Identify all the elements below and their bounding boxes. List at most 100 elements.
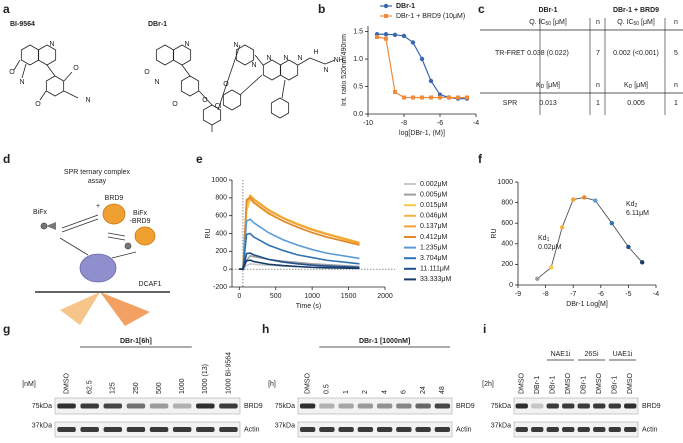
blot-frame: [54, 421, 241, 438]
data-point: [535, 276, 540, 282]
data-point: [559, 225, 565, 230]
bond: [181, 64, 191, 77]
lane-label: 250: [133, 382, 140, 394]
band: [531, 427, 544, 432]
y-tick-label: 200: [215, 248, 227, 255]
data-point: [419, 56, 425, 62]
atom-label: N: [323, 67, 328, 74]
y-tick-label: 0: [223, 266, 227, 273]
legend-label: 0.137μM: [420, 223, 448, 230]
group-label: UAE1i: [613, 351, 633, 358]
band: [172, 427, 192, 432]
bond: [324, 59, 336, 65]
structure-name: DBr-1: [148, 21, 167, 28]
table-header: n: [674, 19, 678, 26]
band: [57, 427, 76, 432]
y-tick-label: 800: [501, 199, 513, 206]
band: [577, 427, 590, 432]
data-point: [410, 40, 416, 45]
bond: [309, 57, 326, 65]
data-point: [375, 35, 379, 39]
header-part: n: [674, 19, 678, 26]
data-point: [447, 95, 451, 100]
atom-label: O: [223, 81, 229, 88]
diagram-title: SPR ternary complex: [64, 169, 131, 176]
lane-label: 62.5: [87, 380, 94, 394]
band: [103, 427, 123, 432]
band: [338, 403, 354, 409]
data-point: [626, 244, 631, 250]
protein-label: BRD9: [642, 403, 661, 410]
y-tick-label: 1.0: [353, 56, 363, 63]
band: [515, 403, 528, 409]
diagram-label: BiFx: [33, 209, 48, 216]
bond: [297, 57, 311, 66]
legend-label: 11.111μM: [420, 266, 450, 273]
atom-label: O: [202, 97, 208, 104]
table-group: DBr-1 + BRD9: [613, 7, 659, 14]
band: [172, 403, 192, 409]
table-header: n: [596, 19, 600, 26]
lane-label: DMSO: [519, 372, 526, 394]
data-point: [429, 95, 433, 100]
lane-label: 0.5: [324, 384, 331, 394]
header-part: n: [596, 82, 600, 89]
bond: [198, 90, 213, 106]
panel-label: g: [3, 322, 10, 336]
lane-label: 1000: [179, 378, 186, 394]
x-tick-label: 500: [270, 293, 282, 300]
ring: [235, 44, 255, 66]
data-point: [582, 195, 587, 200]
annotation-sub: 2: [635, 203, 638, 209]
atom-label: O: [9, 69, 15, 76]
blot-header: DBr-1 [1000nM]: [359, 338, 410, 345]
lane-label: DBr-1: [581, 376, 588, 394]
band: [577, 403, 590, 409]
atom-label: N: [266, 55, 271, 62]
annotation-sub: 1: [547, 237, 550, 243]
panel-label: f: [478, 152, 483, 166]
lane-label: DMSO: [304, 372, 311, 394]
band: [126, 427, 146, 432]
blot-frame: [513, 421, 639, 438]
x-tick-label: -8: [401, 120, 407, 127]
table-header: Q. IC50 [μM]: [529, 19, 567, 27]
table-header: Q. IC50 [μM]: [617, 19, 655, 27]
band: [219, 427, 238, 432]
table-header: KD [μM]: [624, 82, 648, 90]
lane-label: DMSO: [63, 372, 70, 394]
ring: [45, 75, 65, 97]
atom-label: N: [283, 55, 288, 62]
annotation-text: Kd: [626, 201, 635, 208]
ring: [262, 59, 282, 81]
bond: [63, 71, 73, 82]
band: [396, 403, 412, 409]
group-label: 26Si: [584, 351, 598, 358]
atom-label: N: [154, 79, 159, 86]
diagram-shapes: [35, 203, 170, 326]
series-line: [239, 218, 360, 270]
y-tick-label: 1000: [497, 179, 513, 186]
protein-label: Actin: [244, 426, 260, 433]
legend-label: 3.704μM: [420, 255, 448, 262]
atom-label: O: [73, 65, 79, 72]
bond: [217, 79, 229, 111]
data-point: [384, 36, 388, 41]
atom-label: O: [144, 69, 150, 76]
table-cell: 1: [596, 100, 600, 107]
bond: [227, 44, 241, 81]
protein-label: Actin: [642, 426, 658, 433]
bond: [13, 59, 21, 71]
lane-label: 48: [439, 386, 446, 394]
ring: [37, 44, 57, 66]
blot-unit: [nM]: [22, 381, 36, 388]
y-tick-label: 600: [501, 220, 513, 227]
lane-label: 500: [156, 382, 163, 394]
series-line: [239, 232, 360, 270]
atom-label: N: [251, 62, 256, 69]
atom-label: N: [233, 42, 238, 49]
panel-label: d: [3, 152, 10, 166]
bond: [21, 63, 27, 79]
header-part: n: [596, 19, 600, 26]
